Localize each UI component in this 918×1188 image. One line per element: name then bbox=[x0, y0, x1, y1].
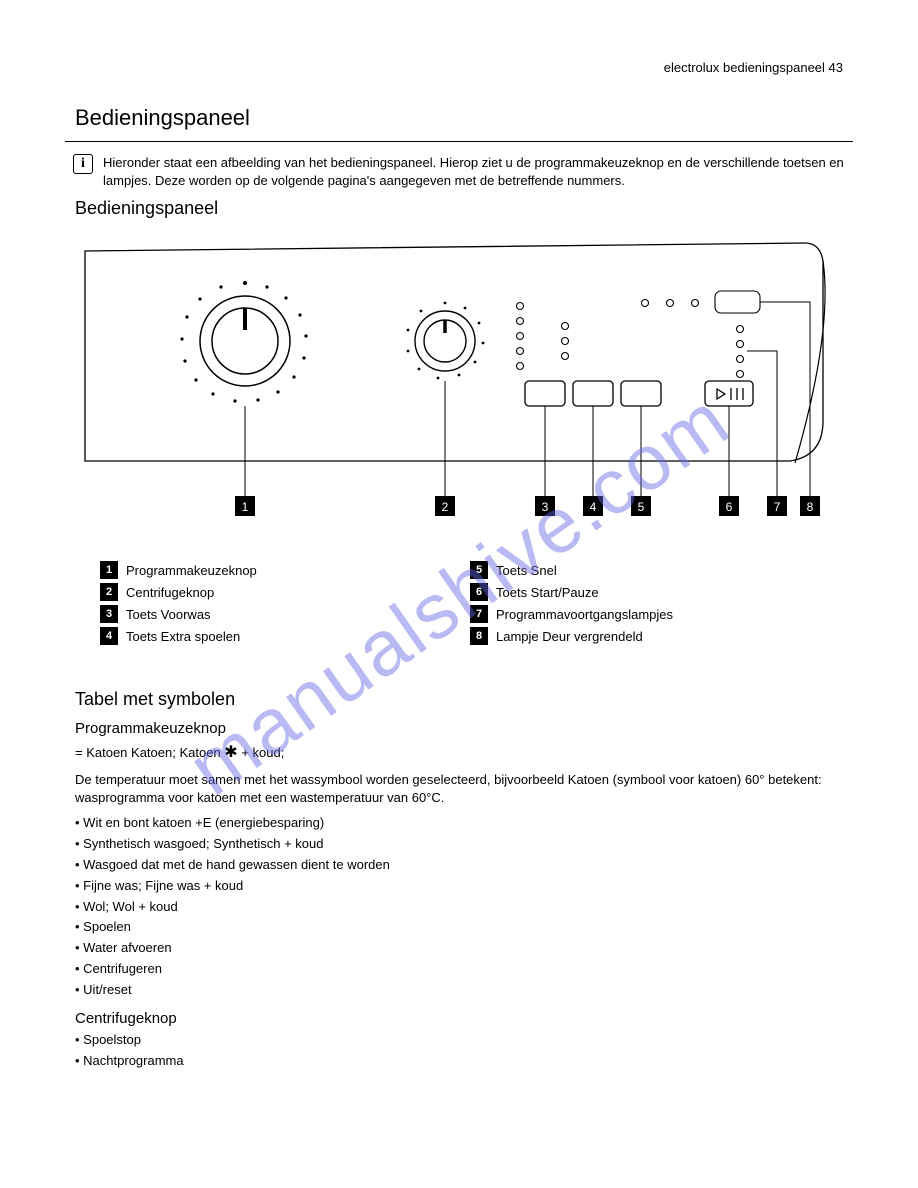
legend-item: 2 Centrifugeknop bbox=[100, 583, 430, 601]
svg-text:8: 8 bbox=[807, 500, 814, 514]
legend-columns: 1 Programmakeuzeknop 2 Centrifugeknop 3 Toe… bbox=[100, 561, 853, 649]
control-panel-diagram: 1 2 3 4 5 6 7 8 bbox=[75, 231, 835, 541]
list-item: Spoelstop bbox=[75, 1031, 853, 1050]
section-title: Bedieningspaneel bbox=[65, 105, 853, 131]
legend-item: 6 Toets Start/Pauze bbox=[470, 583, 800, 601]
legend-label: Toets Snel bbox=[496, 563, 557, 578]
legend-num: 2 bbox=[100, 583, 118, 601]
svg-text:3: 3 bbox=[542, 500, 549, 514]
list-item: Wol; Wol + koud bbox=[75, 898, 853, 917]
title-rule bbox=[65, 141, 853, 142]
info-note-text: Hieronder staat een afbeelding van het b… bbox=[103, 154, 853, 190]
legend-item: 3 Toets Voorwas bbox=[100, 605, 430, 623]
legend-item: 7 Programmavoortgangslampjes bbox=[470, 605, 800, 623]
list-item: Water afvoeren bbox=[75, 939, 853, 958]
legend-num: 7 bbox=[470, 605, 488, 623]
dial-intro-a: = Katoen bbox=[75, 745, 127, 760]
list-item: Synthetisch wasgoed; Synthetisch + koud bbox=[75, 835, 853, 854]
legend-label: Toets Voorwas bbox=[126, 607, 211, 622]
legend-num: 5 bbox=[470, 561, 488, 579]
legend-label: Programmavoortgangslampjes bbox=[496, 607, 673, 622]
program-list: Wit en bont katoen +E (energiebesparing)… bbox=[75, 814, 853, 1000]
legend-item: 4 Toets Extra spoelen bbox=[100, 627, 430, 645]
list-item: Spoelen bbox=[75, 918, 853, 937]
list-item: Centrifugeren bbox=[75, 960, 853, 979]
snowflake-icon: ✱ bbox=[224, 744, 237, 761]
legend-col-right: 5 Toets Snel 6 Toets Start/Pauze 7 Programm… bbox=[470, 561, 800, 649]
list-item: Wit en bont katoen +E (energiebesparing) bbox=[75, 814, 853, 833]
list-item: Fijne was; Fijne was + koud bbox=[75, 877, 853, 896]
panel-svg: 1 2 3 4 5 6 7 8 bbox=[75, 231, 835, 541]
list-item: Uit/reset bbox=[75, 981, 853, 1000]
page-header: electrolux bedieningspaneel 43 bbox=[65, 60, 853, 75]
spin-list: Spoelstop Nachtprogramma bbox=[75, 1031, 853, 1071]
legend-num: 8 bbox=[470, 627, 488, 645]
svg-text:4: 4 bbox=[590, 500, 597, 514]
list-item: Nachtprogramma bbox=[75, 1052, 853, 1071]
panel-subhead: Bedieningspaneel bbox=[75, 198, 853, 219]
legend-col-left: 1 Programmakeuzeknop 2 Centrifugeknop 3 Toe… bbox=[100, 561, 430, 649]
legend-label: Lampje Deur vergrendeld bbox=[496, 629, 643, 644]
legend-item: 5 Toets Snel bbox=[470, 561, 800, 579]
dial-intro: = Katoen Katoen; Katoen ✱ + koud; bbox=[75, 741, 853, 764]
symbols-title: Tabel met symbolen bbox=[75, 689, 853, 710]
svg-text:6: 6 bbox=[726, 500, 733, 514]
dial-intro-b: Katoen; Katoen bbox=[131, 745, 221, 760]
svg-text:7: 7 bbox=[774, 500, 781, 514]
symbols-section: Tabel met symbolen Programmakeuzeknop = … bbox=[65, 689, 853, 1070]
info-icon: i bbox=[73, 154, 93, 174]
dial-body: De temperatuur moet samen met het wassym… bbox=[75, 771, 853, 809]
dial-title: Programmakeuzeknop bbox=[75, 720, 853, 737]
list-item: Wasgoed dat met de hand gewassen dient t… bbox=[75, 856, 853, 875]
legend-num: 6 bbox=[470, 583, 488, 601]
legend-label: Programmakeuzeknop bbox=[126, 563, 257, 578]
legend-num: 4 bbox=[100, 627, 118, 645]
legend-label: Toets Extra spoelen bbox=[126, 629, 240, 644]
spin-title: Centrifugeknop bbox=[75, 1010, 853, 1027]
legend-item: 1 Programmakeuzeknop bbox=[100, 561, 430, 579]
legend-num: 3 bbox=[100, 605, 118, 623]
svg-text:2: 2 bbox=[442, 500, 449, 514]
legend-item: 8 Lampje Deur vergrendeld bbox=[470, 627, 800, 645]
svg-text:1: 1 bbox=[242, 500, 249, 514]
info-note-row: i Hieronder staat een afbeelding van het… bbox=[65, 154, 853, 190]
dial-intro-cold: + koud; bbox=[241, 745, 284, 760]
legend-label: Centrifugeknop bbox=[126, 585, 214, 600]
legend-num: 1 bbox=[100, 561, 118, 579]
svg-text:5: 5 bbox=[638, 500, 645, 514]
legend-label: Toets Start/Pauze bbox=[496, 585, 599, 600]
header-text: electrolux bedieningspaneel 43 bbox=[664, 60, 843, 75]
